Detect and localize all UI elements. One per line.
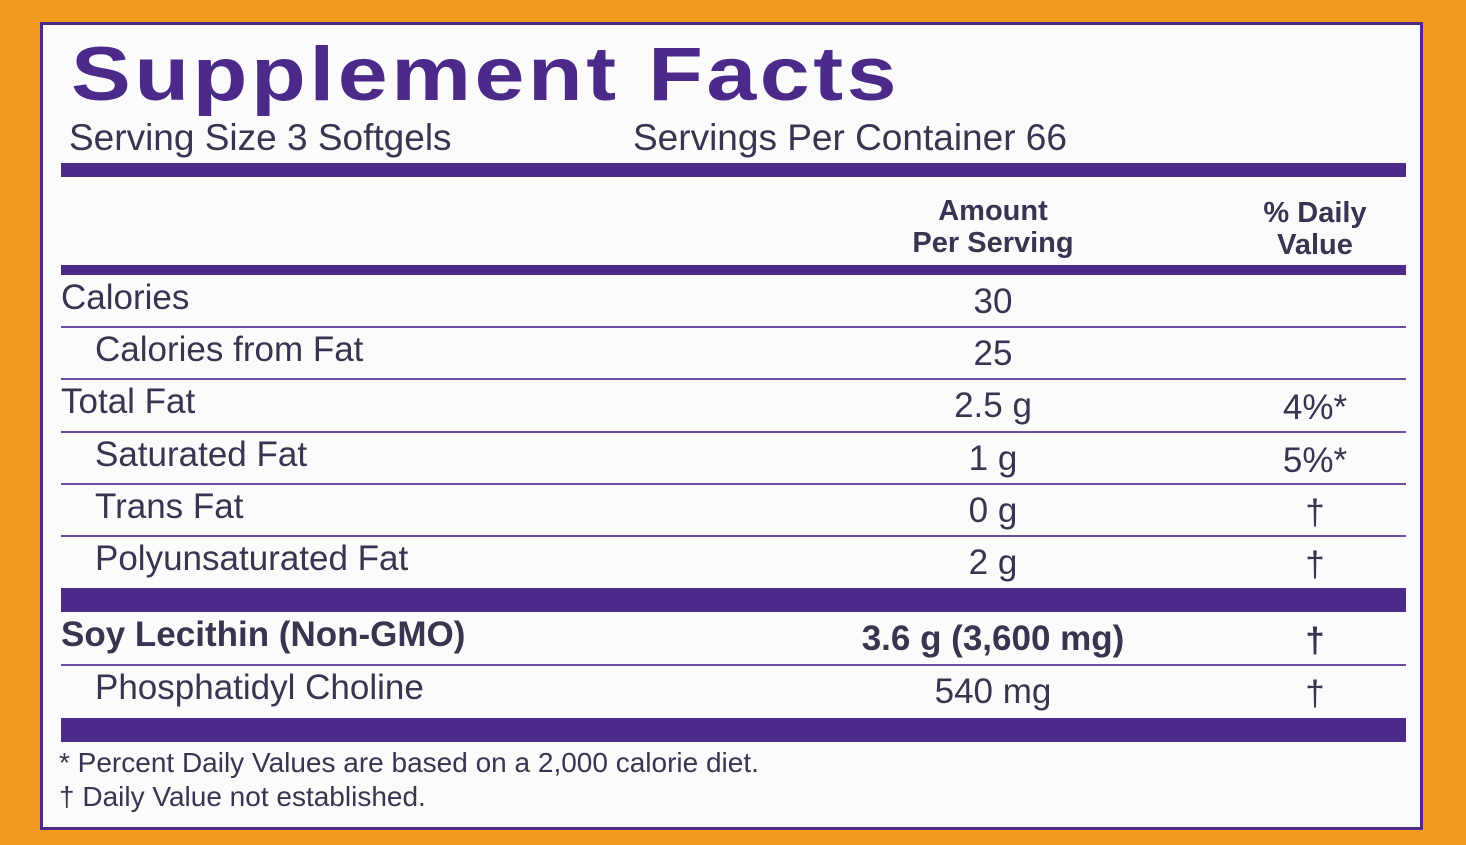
header-line: % Daily — [1263, 197, 1367, 229]
amount-header: Amount Per Serving — [912, 195, 1073, 259]
daily-value: 4%* — [1282, 388, 1348, 428]
divider-bar — [61, 265, 1406, 275]
daily-value: † — [1305, 492, 1325, 532]
daily-value: † — [1305, 674, 1325, 713]
amount: 30 — [973, 282, 1013, 321]
divider-bar — [61, 588, 1406, 612]
row-rule — [61, 535, 1406, 537]
nutrient-label: Calories from Fat — [95, 330, 364, 370]
daily-value: 5%* — [1282, 440, 1348, 480]
daily-value: † — [1305, 545, 1325, 584]
amount: 2.5 g — [954, 386, 1032, 426]
title: Supplement Facts — [71, 32, 901, 117]
servings-per-container: Servings Per Container 66 — [633, 117, 1067, 158]
nutrient-label: Trans Fat — [95, 486, 244, 526]
nutrient-label: Total Fat — [61, 382, 196, 422]
row-rule — [61, 664, 1406, 666]
daily-value-header: % Daily Value — [1263, 197, 1366, 261]
row-rule — [61, 326, 1406, 329]
facts-panel: Supplement Facts Serving Size 3 Softgels… — [40, 22, 1423, 830]
header-line: Value — [1277, 229, 1353, 261]
footnote: † Daily Value not established. — [59, 781, 426, 812]
daily-value: † — [1305, 621, 1325, 660]
amount: 540 mg — [934, 672, 1052, 711]
nutrient-label: Polyunsaturated Fat — [95, 539, 409, 578]
nutrient-label: Soy Lecithin (Non-GMO) — [61, 615, 466, 654]
serving-size: Serving Size 3 Softgels — [69, 117, 452, 158]
divider-bar — [61, 718, 1406, 742]
amount: 1 g — [968, 438, 1018, 478]
row-rule — [61, 482, 1406, 485]
amount: 3.6 g (3,600 mg) — [861, 619, 1125, 658]
amount: 0 g — [968, 490, 1018, 530]
amount: 2 g — [968, 543, 1018, 582]
row-rule — [61, 378, 1406, 381]
nutrient-label: Phosphatidyl Choline — [95, 668, 424, 707]
row-rule — [61, 430, 1406, 433]
header-line: Per Serving — [912, 227, 1074, 259]
footnote: * Percent Daily Values are based on a 2,… — [59, 747, 759, 778]
nutrient-label: Calories — [61, 278, 190, 317]
nutrient-label: Saturated Fat — [95, 434, 308, 474]
divider-bar — [61, 163, 1406, 177]
amount: 25 — [973, 334, 1013, 374]
header-line: Amount — [938, 195, 1048, 227]
